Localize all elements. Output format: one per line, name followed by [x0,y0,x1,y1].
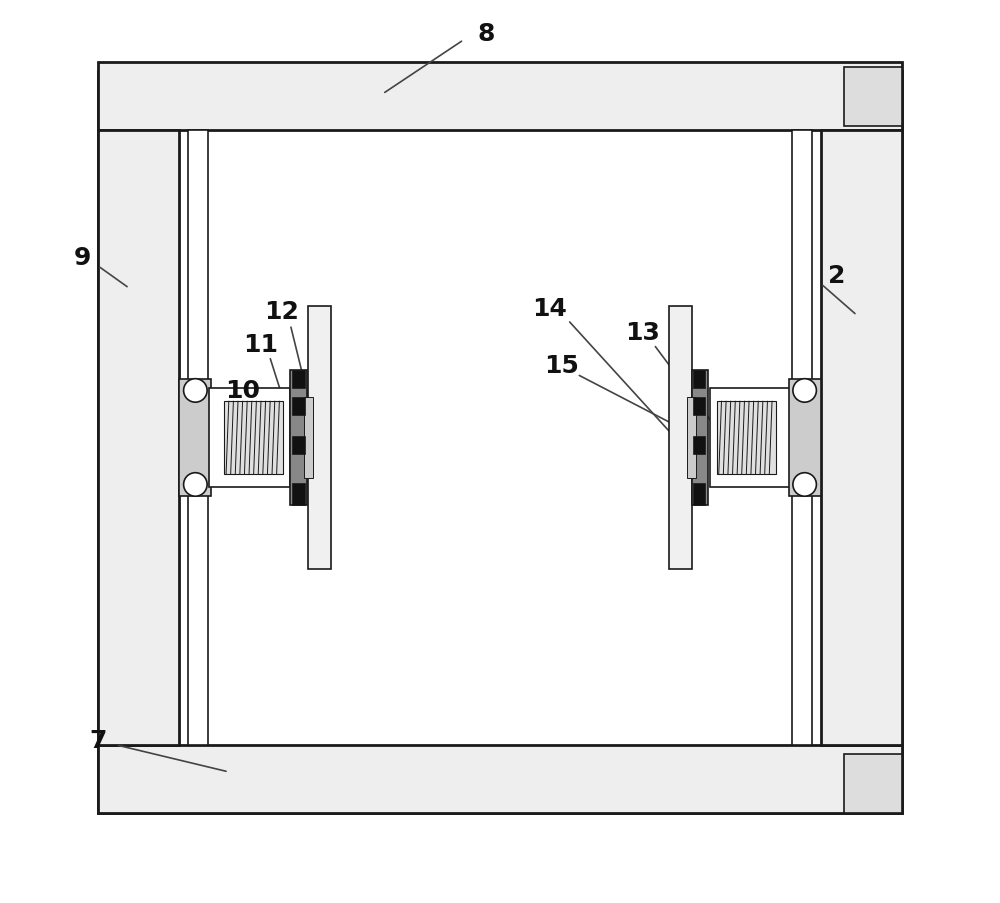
Bar [693,483,705,506]
Circle shape [793,379,816,403]
Bar [224,402,283,474]
Bar [844,68,902,126]
Bar [292,483,305,506]
Text: 2: 2 [828,264,845,287]
Circle shape [184,473,207,497]
Text: 10: 10 [225,378,260,402]
Text: 14: 14 [532,297,567,321]
Bar [693,436,705,454]
Circle shape [184,379,207,403]
Text: 11: 11 [243,333,278,357]
Text: 12: 12 [264,300,299,323]
Bar [308,307,331,569]
Bar [209,388,290,488]
Text: 9: 9 [74,246,91,269]
Bar [98,131,179,745]
Bar [290,370,307,506]
Bar [789,379,821,497]
Bar [669,307,692,569]
Circle shape [793,473,816,497]
Bar [292,397,305,415]
Bar [692,370,708,506]
Bar [693,397,705,415]
Bar [710,388,791,488]
Bar [821,131,902,745]
Text: 7: 7 [89,729,106,752]
Text: 13: 13 [625,321,660,344]
Bar [292,370,305,388]
Bar [98,63,902,131]
Bar [717,402,776,474]
Text: 15: 15 [544,354,579,377]
Bar [693,370,705,388]
Bar [98,745,902,813]
Bar [179,379,211,497]
Bar [844,754,902,813]
Bar [188,131,208,745]
Text: 8: 8 [478,23,495,46]
Bar [304,397,313,479]
Bar [792,131,812,745]
Bar [687,397,696,479]
Bar [98,72,902,813]
Bar [292,436,305,454]
